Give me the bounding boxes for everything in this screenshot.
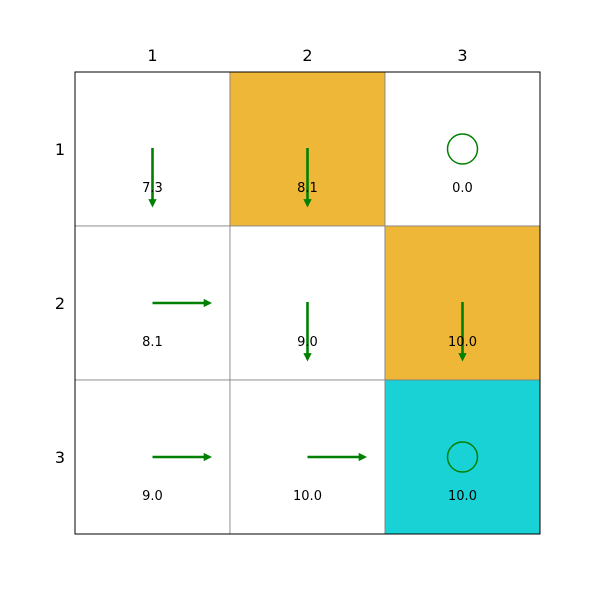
state-value: 0.0 [452, 181, 473, 196]
grid-cells [74, 71, 541, 535]
terminal-circle-icon [446, 441, 479, 473]
row-label: 1 [55, 140, 65, 159]
state-value: 9.0 [142, 489, 163, 504]
state-value: 9.0 [297, 335, 318, 350]
state-value: 10.0 [293, 489, 322, 504]
state-value: 8.1 [142, 335, 163, 350]
state-value: 8.1 [297, 181, 318, 196]
column-label: 1 [147, 46, 157, 65]
terminal-circle-icon [446, 133, 479, 165]
grid-border [74, 71, 541, 535]
grid-cell-goal [384, 379, 541, 535]
state-value: 10.0 [448, 335, 477, 350]
grid-cell-plain [384, 71, 541, 227]
column-labels: 1 2 3 [147, 46, 467, 65]
row-label: 2 [55, 294, 65, 313]
column-label: 2 [302, 46, 312, 65]
column-label: 3 [457, 46, 467, 65]
state-value: 7.3 [142, 181, 163, 196]
row-labels: 1 2 3 [55, 140, 65, 467]
row-label: 3 [55, 448, 65, 467]
state-value: 10.0 [448, 489, 477, 504]
policy-marks: 7.3 8.1 0.0 8.1 9.0 10.0 9.0 10.0 10.0 [142, 133, 479, 504]
